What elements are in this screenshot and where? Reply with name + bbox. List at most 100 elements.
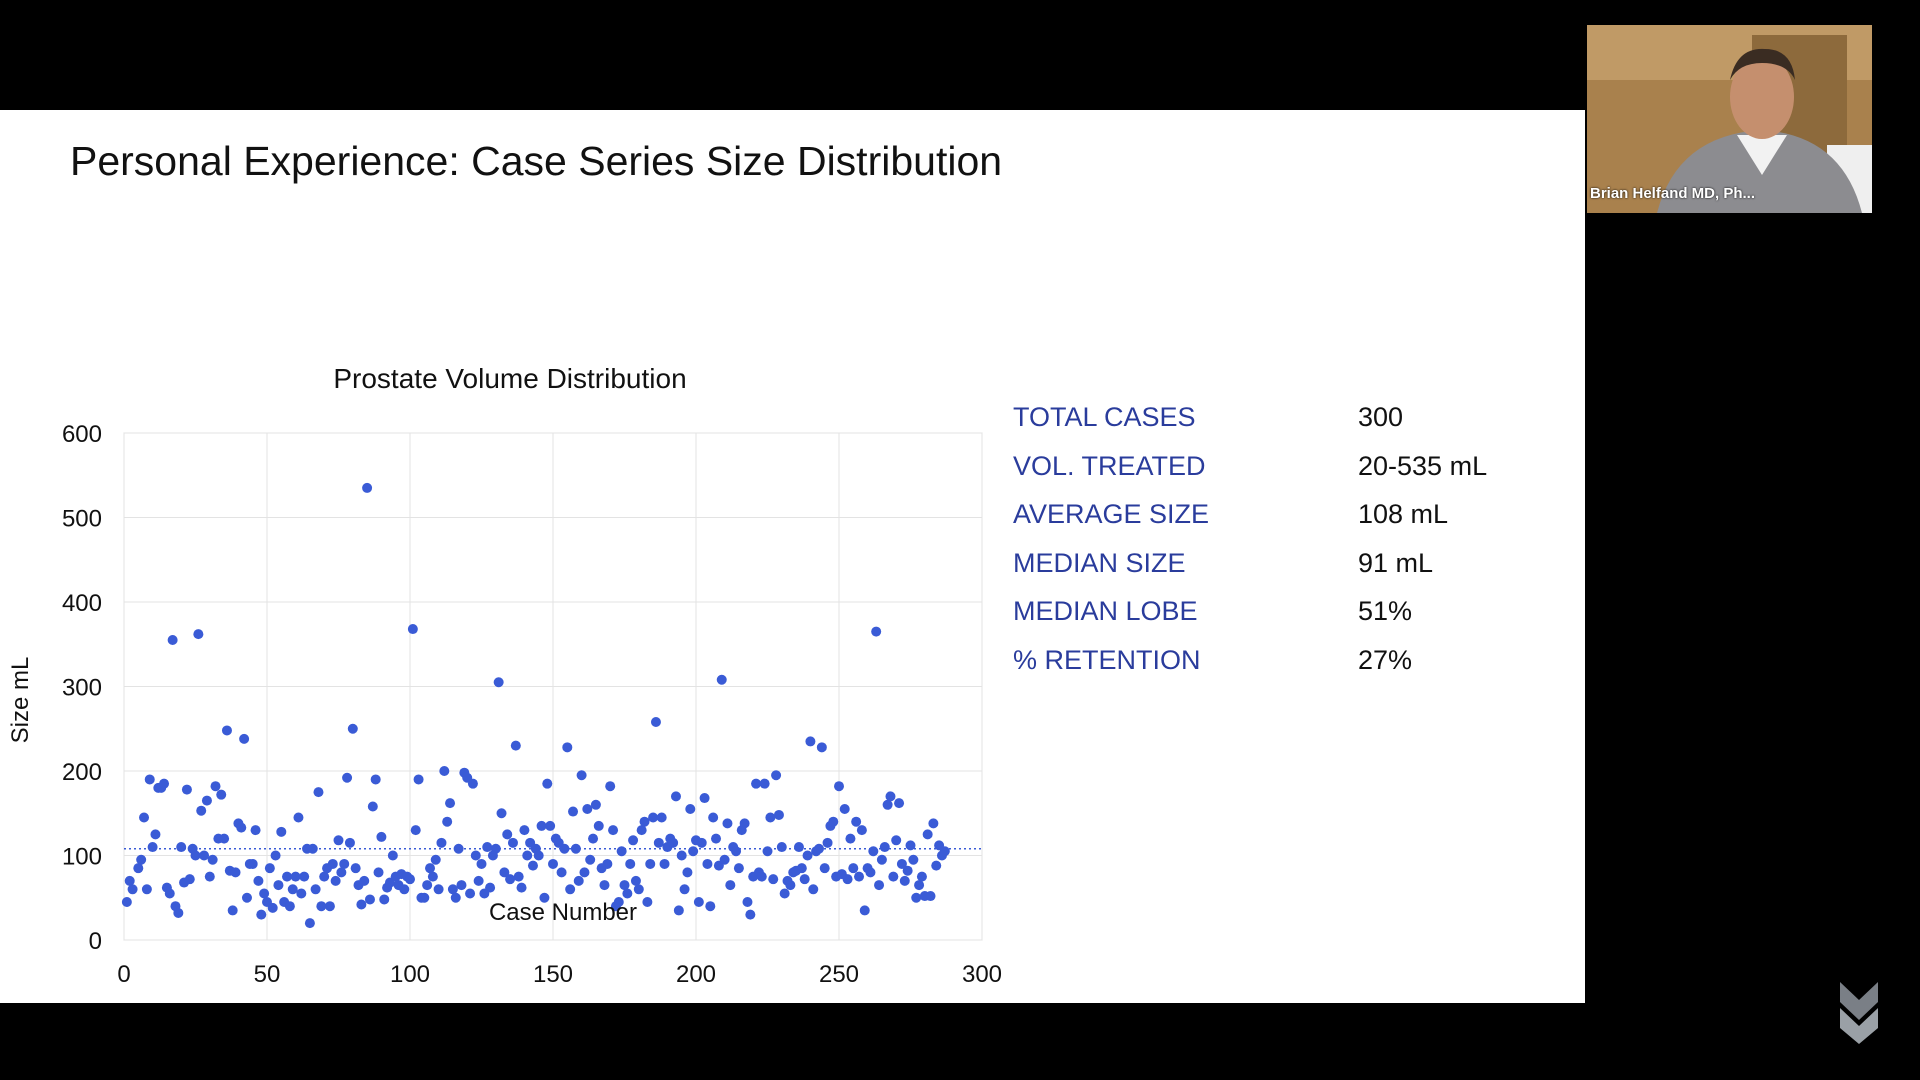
data-point [159, 778, 170, 789]
data-point [439, 766, 450, 776]
data-point [482, 842, 493, 853]
data-point [816, 742, 827, 753]
data-point [447, 884, 458, 895]
data-point [327, 858, 338, 869]
y-tick-label: 0 [89, 928, 102, 955]
data-point [207, 854, 218, 865]
data-point [253, 875, 264, 886]
data-point [616, 846, 627, 857]
data-point [450, 892, 461, 903]
data-point [522, 850, 533, 861]
data-point [373, 867, 384, 878]
data-point [599, 880, 610, 891]
stat-row: MEDIAN LOBE 51% [1013, 596, 1573, 636]
data-point [731, 846, 742, 857]
data-point [842, 874, 853, 885]
data-point [510, 740, 521, 751]
brand-logo-icon [1840, 982, 1878, 1044]
data-point [433, 884, 444, 895]
data-point [576, 770, 587, 781]
data-point [193, 629, 204, 640]
data-point [436, 837, 447, 848]
data-point [542, 778, 553, 789]
chart-title: Prostate Volume Distribution [333, 363, 686, 394]
data-point [493, 677, 504, 688]
y-tick-label: 200 [62, 759, 102, 786]
data-point [708, 812, 719, 823]
data-point [685, 804, 696, 815]
data-point [290, 871, 301, 882]
data-point [639, 816, 650, 827]
data-point [751, 778, 762, 789]
stat-label: % RETENTION [1013, 644, 1201, 675]
stat-label: MEDIAN SIZE [1013, 547, 1186, 578]
slide-title: Personal Experience: Case Series Size Di… [70, 138, 1003, 184]
data-point [210, 781, 221, 792]
data-point [324, 901, 335, 912]
data-point [925, 891, 936, 902]
data-point [356, 899, 367, 910]
data-point [633, 884, 644, 895]
data-point [282, 871, 293, 882]
participant-name: Brian Helfand MD, Ph... [1590, 185, 1756, 202]
data-point [364, 894, 375, 905]
data-point [264, 863, 275, 874]
data-point [296, 888, 307, 899]
data-point [219, 833, 230, 844]
data-point [679, 884, 690, 895]
x-tick-label: 100 [390, 961, 430, 988]
data-point [688, 846, 699, 857]
data-point [773, 809, 784, 820]
data-point [350, 863, 361, 874]
data-point [201, 795, 212, 806]
data-point [227, 905, 238, 916]
stat-value: 300 [1358, 402, 1404, 432]
participant-video-tile[interactable]: Brian Helfand MD, Ph... [1587, 25, 1872, 213]
data-point [273, 880, 284, 891]
data-point [882, 799, 893, 810]
data-point [519, 825, 530, 836]
data-point [490, 843, 501, 854]
data-point [822, 837, 833, 848]
data-point [407, 624, 418, 635]
data-point [184, 874, 195, 885]
data-point [570, 843, 581, 854]
data-point [485, 882, 496, 893]
data-point [513, 871, 524, 882]
data-point [536, 820, 547, 831]
data-point [376, 831, 387, 842]
data-point [745, 909, 756, 920]
data-point [548, 858, 558, 869]
data-point [768, 874, 779, 885]
data-point [590, 799, 601, 810]
y-axis-label: Size mL [7, 657, 34, 744]
data-point [602, 858, 613, 869]
y-tick-label: 400 [62, 590, 102, 617]
data-point [659, 858, 670, 869]
data-point [573, 875, 584, 886]
data-point [891, 835, 902, 846]
data-point [856, 825, 867, 836]
data-point [136, 854, 147, 865]
data-point [888, 871, 899, 882]
data-point [593, 820, 604, 831]
data-point [834, 781, 844, 792]
data-point [362, 482, 373, 493]
stat-row: TOTAL CASES 300 [1013, 402, 1573, 442]
data-point [756, 871, 767, 882]
data-point [204, 871, 215, 882]
data-point [473, 875, 484, 886]
y-tick-label: 500 [62, 506, 102, 533]
stat-row: VOL. TREATED 20-535 mL [1013, 451, 1573, 491]
x-tick-label: 0 [117, 961, 130, 988]
data-point [716, 674, 727, 685]
participant-avatar [1587, 25, 1872, 213]
data-point [230, 867, 241, 878]
data-point [559, 843, 570, 854]
data-point [719, 854, 730, 865]
stat-label: MEDIAN LOBE [1013, 596, 1198, 626]
data-point [124, 875, 135, 886]
data-point [868, 846, 879, 857]
data-point [939, 846, 950, 857]
data-point [250, 825, 261, 836]
